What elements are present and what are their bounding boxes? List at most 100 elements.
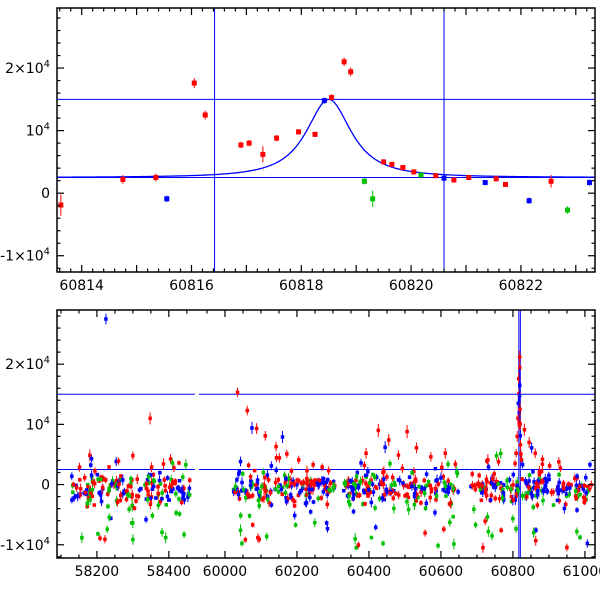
data-point — [151, 472, 156, 477]
data-point — [520, 477, 525, 481]
data-point — [361, 178, 367, 184]
data-point — [305, 468, 309, 473]
data-point — [312, 483, 317, 487]
data-point — [284, 499, 289, 504]
data-point — [347, 494, 351, 498]
data-point — [369, 500, 374, 505]
data-point — [171, 480, 175, 485]
data-point — [154, 496, 158, 500]
data-point — [499, 528, 503, 532]
data-point — [78, 487, 83, 491]
data-point — [158, 470, 162, 475]
data-point — [120, 176, 126, 182]
data-point — [87, 494, 91, 499]
data-point — [422, 478, 427, 483]
data-point — [265, 473, 270, 477]
data-point — [441, 488, 445, 492]
data-point — [114, 459, 118, 464]
data-point — [90, 494, 94, 499]
data-point — [351, 487, 356, 491]
data-point — [250, 523, 255, 527]
data-point — [320, 478, 324, 483]
data-point — [557, 480, 561, 485]
data-point — [366, 469, 370, 474]
data-point — [316, 483, 320, 487]
data-point — [250, 493, 255, 498]
data-point — [78, 493, 82, 497]
threshold-lines — [57, 393, 595, 471]
data-point — [517, 355, 522, 359]
data-point — [526, 198, 532, 204]
data-point — [385, 475, 389, 479]
data-point — [497, 496, 502, 501]
data-point — [276, 478, 281, 482]
data-point — [238, 142, 244, 148]
data-point — [391, 496, 396, 500]
data-point — [156, 484, 160, 489]
data-point — [97, 491, 102, 495]
data-point — [511, 472, 516, 477]
data-point — [352, 493, 356, 497]
data-point — [92, 503, 97, 507]
data-point — [274, 468, 278, 472]
data-point — [531, 530, 536, 535]
data-point — [258, 490, 262, 494]
data-point — [158, 499, 163, 504]
data-point — [146, 489, 150, 493]
data-point — [390, 475, 395, 480]
data-point — [296, 129, 302, 135]
data-point — [527, 479, 531, 483]
data-point — [443, 489, 448, 493]
data-point — [112, 482, 116, 487]
data-point — [236, 472, 241, 476]
data-point — [239, 513, 243, 518]
data-point — [305, 492, 309, 497]
data-point — [416, 495, 420, 499]
data-point — [100, 485, 105, 490]
data-point — [520, 494, 525, 498]
data-point — [254, 426, 259, 431]
data-point — [527, 440, 531, 445]
data-point — [262, 496, 266, 500]
data-point — [372, 475, 377, 479]
data-point — [544, 479, 549, 483]
data-point — [354, 491, 359, 496]
data-point — [148, 502, 153, 506]
data-point — [312, 131, 318, 137]
data-point — [447, 486, 452, 490]
data-point — [146, 475, 151, 479]
data-point — [541, 488, 546, 493]
data-point — [489, 480, 494, 485]
data-point — [89, 473, 94, 477]
data-point — [255, 478, 260, 482]
data-point — [533, 538, 538, 543]
data-point — [563, 502, 568, 507]
data-point — [144, 486, 149, 491]
data-point — [256, 498, 261, 503]
data-point — [144, 481, 149, 486]
data-point — [131, 537, 135, 542]
data-point — [363, 502, 367, 506]
data-point — [436, 543, 440, 548]
data-point — [164, 196, 170, 202]
data-point — [251, 482, 255, 487]
data-point — [588, 462, 592, 467]
data-point — [167, 485, 172, 490]
data-point — [342, 489, 346, 493]
data-point — [433, 510, 437, 515]
data-point — [274, 487, 278, 491]
data-point — [540, 479, 544, 484]
data-point — [429, 487, 434, 491]
model-curve — [57, 98, 595, 178]
data-point — [321, 489, 326, 494]
data-point — [299, 488, 303, 493]
data-point — [527, 473, 532, 477]
data-point — [565, 486, 569, 490]
y-tick-label: 0 — [41, 186, 50, 202]
data-point — [124, 497, 129, 502]
data-point — [535, 503, 540, 507]
data-point — [91, 480, 95, 485]
data-point — [88, 453, 92, 458]
measured-points — [58, 57, 593, 216]
data-point — [89, 463, 93, 467]
